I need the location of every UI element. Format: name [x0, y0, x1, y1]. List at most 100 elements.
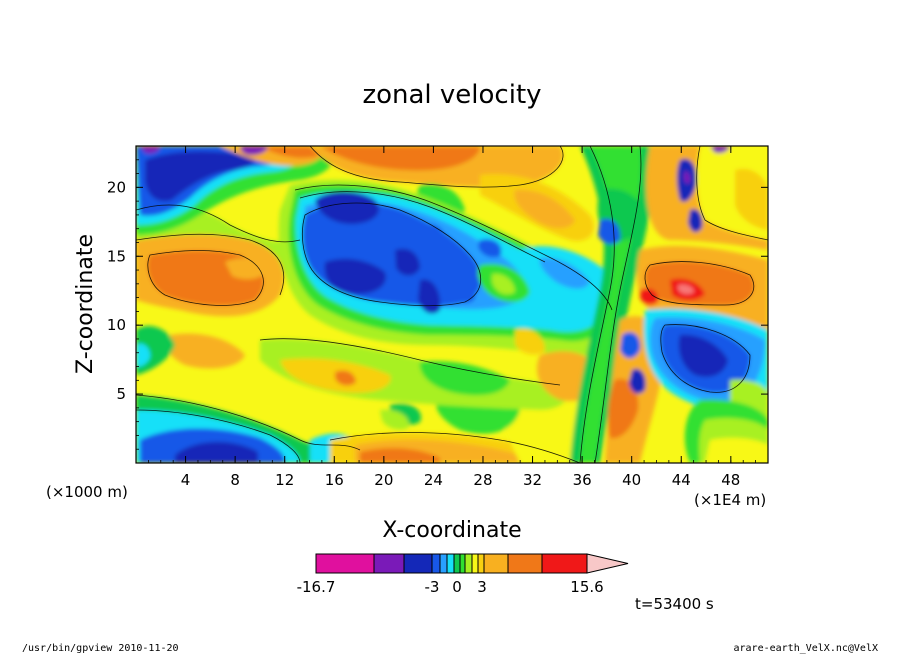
- x-tick-label: 44: [672, 471, 691, 489]
- colorbar-segment: [315, 553, 375, 574]
- z-unit-label: (×1000 m): [46, 483, 128, 501]
- contour-line: [579, 146, 615, 463]
- y-tick-label: 5: [116, 385, 126, 403]
- field-blob: [166, 333, 245, 369]
- colorbar-labels: -16.7 -3 0 3 15.6: [297, 578, 604, 596]
- field-blob: [240, 146, 268, 156]
- contour-line: [136, 394, 361, 451]
- x-axis: 4 8 12 16 20 24 28 32 36 40 44 48: [135, 146, 769, 489]
- contour-line: [136, 233, 285, 296]
- x-tick-label: 24: [424, 471, 443, 489]
- field-blob: [640, 288, 659, 305]
- colorbar-segment: [431, 553, 441, 574]
- x-tick-label: 4: [181, 471, 191, 489]
- colorbar-label: 3: [477, 578, 487, 596]
- field-blob: [492, 273, 515, 295]
- velocity-field: [136, 146, 768, 463]
- colorbar-segment: [471, 553, 479, 574]
- y-axis-title: Z-coordinate: [73, 234, 98, 374]
- colorbar-segment: [453, 553, 461, 574]
- colorbar-label: 0: [452, 578, 462, 596]
- field-blob: [315, 191, 379, 225]
- field-blob: [175, 441, 258, 463]
- field-blob: [629, 368, 646, 394]
- contour-line: [259, 338, 561, 386]
- field-blobs: [136, 146, 768, 463]
- colorbar-segment: [373, 553, 405, 574]
- contour-line: [136, 204, 301, 243]
- contour-line: [594, 146, 642, 463]
- field-blob: [380, 409, 409, 430]
- colorbar-label: -16.7: [297, 578, 336, 596]
- field-blob: [620, 332, 641, 359]
- contour-line: [147, 250, 264, 306]
- field-blob: [678, 284, 694, 295]
- footer-right-text: arare-earth_VelX.nc@VelX: [734, 643, 879, 654]
- contour-line: [660, 324, 751, 393]
- field-blob: [335, 370, 356, 386]
- contour-line: [299, 191, 546, 263]
- x-tick-label: 48: [721, 471, 740, 489]
- field-blob: [418, 279, 441, 314]
- field-blob: [710, 146, 730, 154]
- contour-line: [329, 432, 581, 463]
- colorbar-arrow: [586, 553, 629, 574]
- field-blob: [598, 218, 621, 245]
- x-tick-label: 36: [573, 471, 592, 489]
- x-tick-label: 40: [622, 471, 641, 489]
- field-blob: [453, 279, 476, 303]
- field-blob: [419, 361, 510, 396]
- field-blob: [688, 209, 703, 233]
- colorbar-segment: [459, 553, 466, 574]
- field-blob: [225, 258, 268, 280]
- field-blob: [145, 151, 255, 202]
- colorbar: [315, 553, 629, 574]
- x-unit-label: (×1E4 m): [694, 491, 766, 509]
- y-axis: 5 10 15 20: [107, 145, 768, 464]
- field-blob: [140, 146, 160, 154]
- y-tick-label: 15: [107, 247, 126, 265]
- contour-line: [301, 202, 482, 307]
- contour-line: [294, 184, 613, 311]
- field-blob: [320, 146, 480, 171]
- x-tick-label: 8: [230, 471, 240, 489]
- contour-lines: [136, 146, 768, 463]
- colorbar-segment: [403, 553, 433, 574]
- contour-line: [309, 146, 564, 188]
- contour-line: [136, 409, 301, 463]
- field-blob: [515, 328, 545, 355]
- colorbar-segment: [541, 553, 588, 574]
- x-tick-label: 12: [275, 471, 294, 489]
- field-blob: [539, 257, 590, 289]
- field-blob: [735, 168, 768, 230]
- colorbar-segment: [507, 553, 543, 574]
- field-blob: [360, 448, 440, 463]
- colorbar-label: 15.6: [570, 578, 603, 596]
- contour-line: [696, 146, 768, 241]
- x-tick-label: 16: [325, 471, 344, 489]
- x-tick-label: 20: [374, 471, 393, 489]
- x-axis-title: X-coordinate: [382, 518, 521, 543]
- field-blob: [678, 334, 728, 377]
- colorbar-segment: [464, 553, 473, 574]
- colorbar-segment: [477, 553, 485, 574]
- footer-left-text: /usr/bin/gpview 2010-11-20: [22, 643, 179, 654]
- field-blob: [478, 239, 502, 258]
- field-blob: [324, 258, 386, 295]
- chart-title: zonal velocity: [362, 80, 541, 110]
- field-blob: [514, 189, 575, 229]
- plot-frame: [135, 145, 769, 464]
- field-blob: [136, 343, 151, 367]
- y-tick-label: 10: [107, 316, 126, 334]
- field-blob: [683, 171, 691, 184]
- y-tick-label: 20: [107, 178, 126, 196]
- field-blob: [607, 379, 639, 439]
- colorbar-segment: [483, 553, 509, 574]
- colorbar-segment: [439, 553, 448, 574]
- colorbar-label: -3: [425, 578, 440, 596]
- x-tick-label: 28: [473, 471, 492, 489]
- x-tick-label: 32: [523, 471, 542, 489]
- colorbar-segment: [446, 553, 455, 574]
- contour-line: [644, 261, 755, 306]
